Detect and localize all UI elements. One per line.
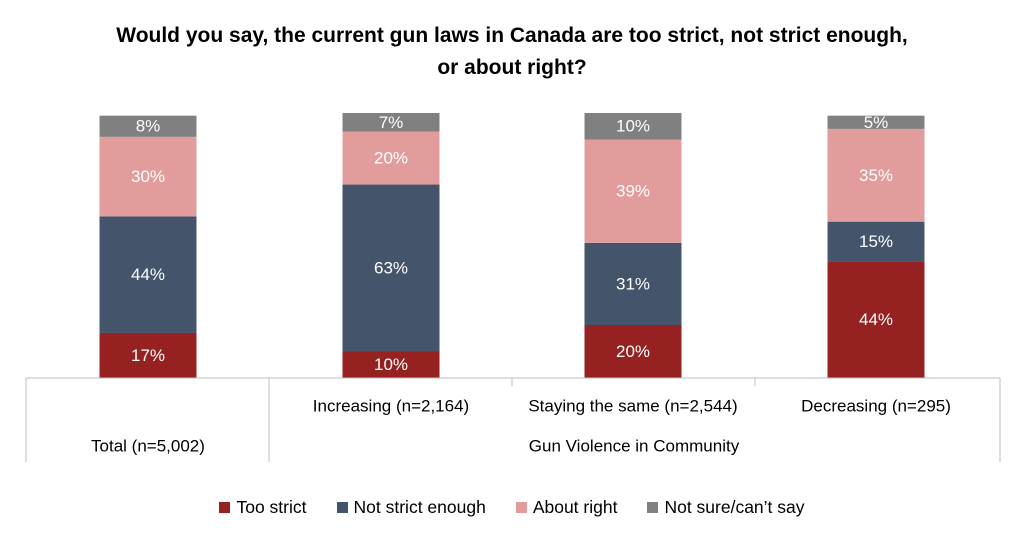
data-label-not-strict-enough-0: 44% (131, 265, 165, 284)
data-label-too-strict-2: 20% (616, 342, 650, 361)
x-tick-label-3: Decreasing (n=295) (801, 396, 951, 415)
x-tick-label-1: Increasing (n=2,164) (313, 396, 469, 415)
legend: Too strict Not strict enough About right… (0, 497, 1024, 518)
bar-segment-about-right-3 (827, 128, 925, 222)
chart-title: Would you say, the current gun laws in C… (116, 24, 908, 79)
legend-label-about-right: About right (532, 497, 618, 517)
data-label-about-right-2: 39% (616, 182, 650, 201)
bar-segment-not-sure-can-t-say-0 (99, 115, 197, 137)
legend-label-too-strict: Too strict (236, 497, 307, 517)
bar-segment-not-sure-can-t-say-1 (342, 113, 440, 132)
data-label-too-strict-0: 17% (131, 346, 165, 365)
x-group-label: Gun Violence in Community (529, 436, 740, 455)
x-tick-label-2: Staying the same (n=2,544) (528, 396, 737, 415)
data-label-about-right-3: 35% (859, 166, 893, 185)
data-label-not-sure-can-t-say-0: 8% (136, 117, 161, 136)
bar-segment-about-right-1 (342, 131, 440, 185)
legend-item-not-strict-enough: Not strict enough (336, 497, 486, 518)
legend-label-not-sure: Not sure/can’t say (664, 497, 805, 517)
data-label-not-strict-enough-2: 31% (616, 274, 650, 293)
bar-segment-not-sure-can-t-say-3 (827, 115, 925, 129)
bar-segment-about-right-2 (584, 139, 682, 243)
data-label-too-strict-1: 10% (374, 355, 408, 374)
legend-swatch-not-strict-enough (336, 502, 348, 513)
legend-swatch-about-right (515, 502, 527, 513)
bar-segment-too-strict-0 (99, 332, 197, 378)
legend-swatch-too-strict (219, 502, 231, 513)
legend-item-about-right: About right (515, 497, 618, 518)
bar-segment-too-strict-1 (342, 351, 440, 378)
legend-item-not-sure: Not sure/can’t say (647, 497, 805, 518)
bar-segment-not-strict-enough-0 (99, 216, 197, 333)
bar-segment-too-strict-3 (827, 261, 925, 378)
data-label-about-right-1: 20% (374, 149, 408, 168)
data-label-not-sure-can-t-say-1: 7% (379, 113, 404, 132)
bar-segment-not-strict-enough-2 (584, 242, 682, 325)
legend-item-too-strict: Too strict (219, 497, 307, 518)
data-label-not-sure-can-t-say-2: 10% (616, 117, 650, 136)
data-label-not-sure-can-t-say-3: 5% (864, 113, 889, 132)
bar-segment-not-strict-enough-3 (827, 221, 925, 262)
data-label-not-strict-enough-3: 15% (859, 232, 893, 251)
data-label-not-strict-enough-1: 63% (374, 259, 408, 278)
legend-swatch-not-sure (647, 502, 659, 513)
bar-segment-not-sure-can-t-say-2 (584, 113, 682, 140)
legend-label-not-strict-enough: Not strict enough (353, 497, 486, 517)
bar-segment-not-strict-enough-1 (342, 184, 440, 352)
data-label-about-right-0: 30% (131, 167, 165, 186)
x-tick-label-0: Total (n=5,002) (91, 436, 205, 455)
bar-segment-too-strict-2 (584, 325, 682, 378)
bar-segment-about-right-0 (99, 136, 197, 217)
data-label-too-strict-3: 44% (859, 310, 893, 329)
